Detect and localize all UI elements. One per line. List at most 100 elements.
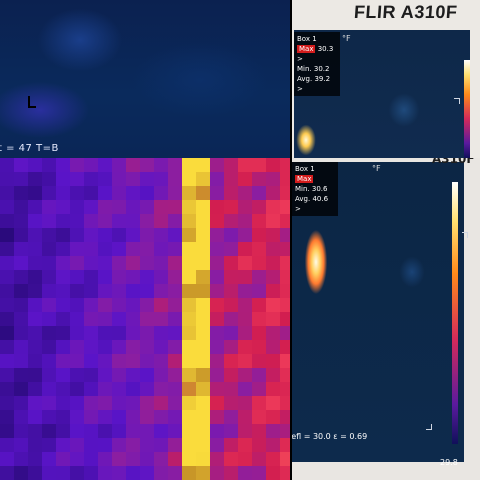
thermal-pixel (210, 452, 224, 466)
camera-photo-top-right: FLIR A310F Box 1 Max 30.3 > Min. 30.2 Av… (292, 0, 480, 158)
thermal-pixel (98, 368, 112, 382)
thermal-image-top-left: t = 47 T=B (0, 0, 290, 158)
thermal-pixel (84, 256, 98, 270)
thermal-pixel (266, 382, 280, 396)
thermal-pixel (112, 382, 126, 396)
thermal-pixel (196, 158, 210, 172)
thermal-pixel (224, 172, 238, 186)
thermal-pixel (252, 368, 266, 382)
thermal-pixel (238, 312, 252, 326)
thermal-pixel (210, 312, 224, 326)
thermal-pixel (266, 186, 280, 200)
thermal-pixel (280, 284, 290, 298)
thermal-pixel (224, 312, 238, 326)
thermal-pixel (168, 424, 182, 438)
thermal-pixel (28, 396, 42, 410)
thermal-pixel (42, 158, 56, 172)
thermal-pixel (126, 424, 140, 438)
thermal-pixel (126, 354, 140, 368)
thermal-pixel (42, 340, 56, 354)
max-label: Max (295, 175, 314, 183)
thermal-pixel (56, 200, 70, 214)
thermal-pixel (14, 298, 28, 312)
camera-screen: Box 1 Max Min. 30.6 Avg. 40.6 > °F Refl … (292, 162, 468, 467)
thermal-pixel (0, 396, 14, 410)
thermal-pixel (210, 410, 224, 424)
thermal-pixel (56, 270, 70, 284)
thermal-pixel (182, 312, 196, 326)
thermal-pixel (56, 284, 70, 298)
thermal-pixel (210, 382, 224, 396)
frame-corner (426, 424, 432, 430)
crosshair-marker (28, 96, 36, 108)
thermal-pixel (266, 396, 280, 410)
thermal-pixel (28, 424, 42, 438)
thermal-pixel (224, 340, 238, 354)
thermal-pixel (28, 242, 42, 256)
thermal-pixel (28, 326, 42, 340)
thermal-pixel (0, 438, 14, 452)
min-value: 30.2 (313, 65, 330, 73)
avg-value: 39.2 > (297, 75, 331, 93)
thermal-pixel (0, 172, 14, 186)
thermal-pixel (280, 298, 290, 312)
thermal-pixel (70, 270, 84, 284)
thermal-pixel (126, 200, 140, 214)
thermal-pixel (168, 466, 182, 480)
thermal-pixel (224, 242, 238, 256)
thermal-pixel (0, 242, 14, 256)
thermal-pixel (154, 200, 168, 214)
thermal-pixel (224, 354, 238, 368)
thermal-pixel (140, 424, 154, 438)
thermal-pixel (98, 410, 112, 424)
thermal-pixel (28, 186, 42, 200)
thermal-pixel (70, 214, 84, 228)
thermal-pixel (14, 214, 28, 228)
thermal-pixel (126, 326, 140, 340)
thermal-pixel (252, 172, 266, 186)
thermal-pixel (70, 298, 84, 312)
thermal-pixel (168, 242, 182, 256)
thermal-pixel (140, 354, 154, 368)
thermal-pixel (266, 438, 280, 452)
thermal-pixel (84, 396, 98, 410)
thermal-pixel (182, 186, 196, 200)
thermal-pixel (280, 242, 290, 256)
thermal-pixel (42, 242, 56, 256)
thermal-pixel (238, 410, 252, 424)
thermal-pixel (126, 340, 140, 354)
thermal-pixel (252, 410, 266, 424)
thermal-pixel (252, 382, 266, 396)
thermal-pixel (0, 424, 14, 438)
thermal-pixel (56, 298, 70, 312)
thermal-pixel (238, 424, 252, 438)
thermal-pixel (98, 200, 112, 214)
thermal-pixel (56, 312, 70, 326)
thermal-pixel (238, 340, 252, 354)
thermal-pixel (28, 466, 42, 480)
thermal-pixel (14, 396, 28, 410)
thermal-pixel-grid (0, 158, 290, 480)
thermal-pixel (224, 158, 238, 172)
thermal-pixel (196, 452, 210, 466)
avg-label: Avg. (295, 195, 311, 203)
thermal-pixel (42, 452, 56, 466)
thermal-pixel (280, 158, 290, 172)
thermal-pixel (84, 228, 98, 242)
thermal-pixel (210, 354, 224, 368)
thermal-pixel (266, 172, 280, 186)
thermal-pixel (280, 382, 290, 396)
thermal-pixel (126, 466, 140, 480)
thermal-pixel (56, 228, 70, 242)
thermal-pixel (112, 410, 126, 424)
thermal-pixel (0, 410, 14, 424)
thermal-pixel (154, 410, 168, 424)
thermal-pixel (224, 410, 238, 424)
thermal-pixel (196, 228, 210, 242)
thermal-pixel (112, 214, 126, 228)
thermal-pixel (140, 326, 154, 340)
thermal-pixel (28, 172, 42, 186)
thermal-pixel (14, 186, 28, 200)
thermal-pixel (154, 158, 168, 172)
thermal-pixel (14, 410, 28, 424)
